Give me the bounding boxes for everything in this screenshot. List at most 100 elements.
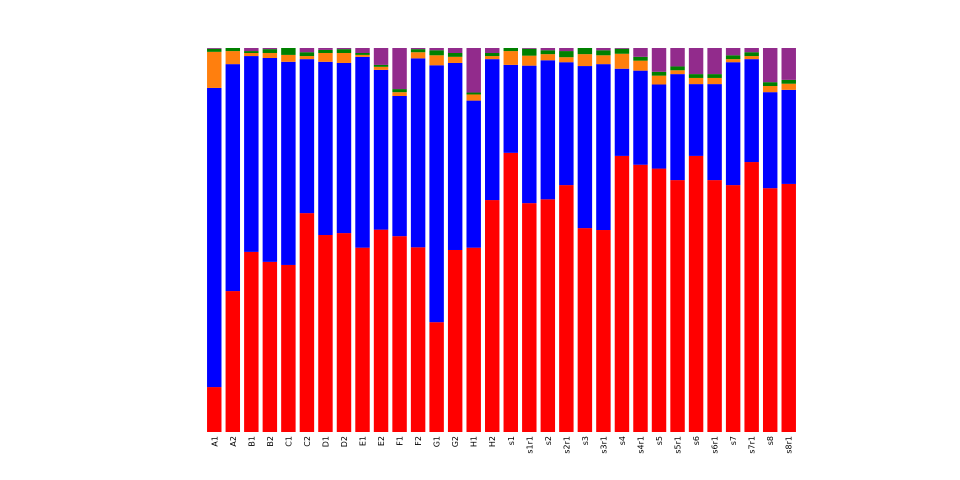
bar-segment-A1-series-2 — [207, 87, 222, 388]
bar-segment-s8r1-series-1 — [781, 183, 796, 432]
bar-segment-D1-series-1 — [318, 235, 333, 432]
bar-segment-F1-series-1 — [392, 236, 407, 432]
x-tick-label-s6r1: s6r1 — [711, 436, 720, 454]
bar-segment-s1-series-2 — [503, 64, 518, 153]
bar-segment-s5-series-5 — [651, 48, 667, 72]
bar-segment-C2-series-1 — [299, 213, 315, 432]
bar-segment-F1-series-5 — [392, 48, 407, 90]
bar-segment-s2-series-4 — [540, 50, 556, 55]
x-tick-label-H2: H2 — [488, 436, 497, 447]
bars-layer — [207, 48, 796, 433]
bar-segment-B1-series-3 — [244, 52, 259, 57]
bar-segment-H1-series-4 — [466, 92, 481, 95]
bar-segment-G2-series-1 — [447, 249, 463, 432]
bar-segment-G2-series-4 — [447, 52, 463, 57]
bar-segment-E1-series-3 — [355, 54, 370, 57]
x-tick-label-s6: s6 — [692, 436, 701, 445]
bar-segment-s2-series-2 — [540, 60, 556, 200]
bar-segment-F2-series-4 — [410, 49, 426, 53]
x-tick-label-E1: E1 — [359, 436, 368, 446]
bar-segment-G1-series-5 — [429, 48, 444, 51]
bar-segment-A1-series-1 — [207, 387, 222, 432]
bar-segment-s1-series-1 — [503, 152, 518, 432]
x-tick-label-s1: s1 — [507, 436, 516, 445]
bar-segment-s5r1-series-4 — [670, 66, 685, 71]
bar-segment-s6-series-1 — [688, 155, 704, 432]
bar-segment-s3r1-series-1 — [596, 230, 611, 432]
x-tick-label-F2: F2 — [414, 436, 423, 446]
bar-segment-H2-series-4 — [485, 52, 500, 57]
bar-segment-s5r1-series-5 — [670, 48, 685, 67]
x-tick-label-G1: G1 — [433, 436, 442, 447]
x-tick-labels: A1 A2 B1 B2 C1 C2 D1 D2 E1 E2 F1 F2 G1 G2 H1 H2 s1 s1r1 s2… — [210, 436, 793, 454]
x-tick-label-s3r1: s3r1 — [599, 436, 608, 454]
bar-segment-A2-series-4 — [225, 48, 241, 52]
bar-segment-B1-series-2 — [244, 56, 259, 252]
bar-segment-E1-series-5 — [355, 48, 370, 53]
bar-segment-s8-series-2 — [762, 92, 778, 189]
x-tick-label-s3: s3 — [581, 436, 590, 445]
bar-segment-A2-series-3 — [225, 51, 241, 65]
x-tick-label-F1: F1 — [396, 436, 405, 446]
bar-segment-s3-series-3 — [577, 54, 593, 67]
bar-segment-s2-series-3 — [540, 54, 556, 61]
bar-segment-C2-series-2 — [299, 59, 315, 214]
bar-segment-s5-series-4 — [651, 71, 667, 76]
bar-segment-G1-series-1 — [429, 322, 444, 432]
bar-segment-B1-series-1 — [244, 251, 259, 432]
bar-segment-s2r1-series-2 — [559, 62, 574, 186]
bar-segment-s7-series-1 — [725, 185, 741, 432]
x-tick-label-C2: C2 — [303, 436, 312, 447]
x-tick-label-D2: D2 — [340, 436, 349, 447]
bar-segment-s4r1-series-5 — [633, 48, 648, 57]
bar-segment-s2r1-series-5 — [559, 48, 574, 52]
bar-segment-C2-series-3 — [299, 56, 315, 60]
bar-segment-B1-series-4 — [244, 51, 259, 53]
bar-segment-s1r1-series-4 — [522, 48, 537, 56]
bar-segment-E2-series-5 — [373, 48, 389, 65]
bar-segment-s1r1-series-2 — [522, 65, 537, 204]
bar-segment-s3r1-series-4 — [596, 50, 611, 56]
bar-segment-s1r1-series-1 — [522, 203, 537, 432]
bar-segment-s4-series-3 — [614, 53, 630, 69]
bar-segment-s6r1-series-4 — [707, 74, 722, 78]
bar-segment-s5r1-series-2 — [670, 74, 685, 181]
bar-segment-s7r1-series-2 — [744, 59, 759, 163]
bar-segment-s6r1-series-2 — [707, 84, 722, 181]
bar-segment-C1-series-4 — [281, 48, 296, 55]
x-tick-label-H1: H1 — [470, 436, 479, 447]
bar-segment-D1-series-2 — [318, 61, 333, 235]
bar-segment-G1-series-4 — [429, 50, 444, 56]
bar-segment-s8r1-series-5 — [781, 48, 796, 80]
bar-segment-A2-series-1 — [225, 291, 241, 432]
x-tick-label-s5r1: s5r1 — [674, 436, 683, 454]
x-tick-label-s8: s8 — [766, 436, 775, 445]
bar-segment-C1-series-1 — [281, 264, 296, 432]
bar-segment-A2-series-2 — [225, 64, 241, 292]
bar-segment-s7r1-series-3 — [744, 56, 759, 60]
bar-segment-s8r1-series-4 — [781, 79, 796, 84]
bar-segment-B2-series-4 — [262, 49, 278, 53]
bar-segment-s5-series-1 — [651, 168, 667, 432]
x-tick-label-s2: s2 — [544, 436, 553, 445]
bar-segment-B2-series-5 — [262, 48, 278, 50]
bar-segment-G2-series-3 — [447, 56, 463, 63]
bar-segment-s4r1-series-1 — [633, 164, 648, 433]
bar-segment-s2-series-5 — [540, 48, 556, 51]
bar-segment-G1-series-3 — [429, 55, 444, 66]
bar-segment-D2-series-4 — [336, 49, 352, 53]
bar-segment-G2-series-2 — [447, 62, 463, 250]
bar-segment-s4-series-4 — [614, 48, 630, 54]
bar-segment-s7r1-series-4 — [744, 52, 759, 57]
x-tick-label-B1: B1 — [247, 436, 256, 447]
bar-segment-B2-series-2 — [262, 57, 278, 262]
bar-segment-D1-series-5 — [318, 48, 333, 50]
bar-segment-s8-series-3 — [762, 86, 778, 93]
bar-segment-s6r1-series-5 — [707, 48, 722, 75]
bar-segment-D2-series-3 — [336, 52, 352, 63]
x-tick-label-s4r1: s4r1 — [636, 436, 645, 454]
bar-segment-s3-series-2 — [577, 66, 593, 229]
bar-segment-C2-series-5 — [299, 48, 315, 53]
bar-segment-B2-series-1 — [262, 261, 278, 432]
bar-segment-s2r1-series-4 — [559, 51, 574, 58]
